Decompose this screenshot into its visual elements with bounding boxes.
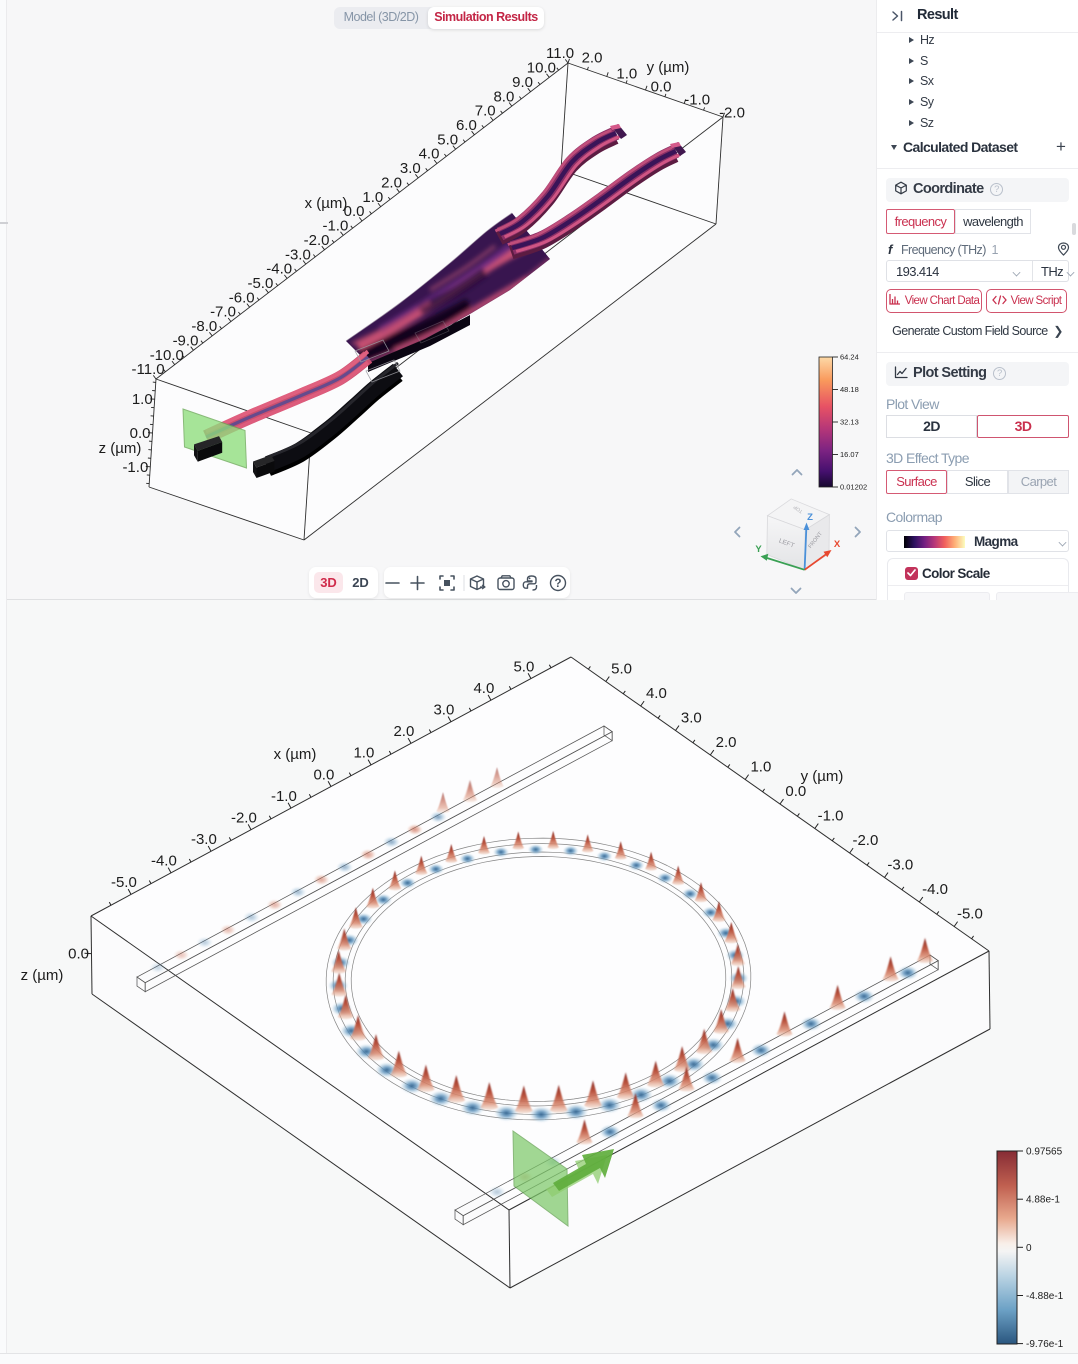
svg-text:-1.0: -1.0	[322, 218, 348, 235]
svg-text:-1.0: -1.0	[122, 459, 148, 476]
svg-text:1.0: 1.0	[362, 189, 383, 206]
svg-text:11.0: 11.0	[546, 45, 574, 62]
svg-text:-1.0: -1.0	[684, 92, 710, 109]
svg-text:0.97565: 0.97565	[1026, 1147, 1063, 1158]
svg-text:1.0: 1.0	[616, 66, 637, 83]
svg-text:0: 0	[1026, 1243, 1032, 1254]
svg-text:1.0: 1.0	[353, 745, 374, 762]
svg-text:-2.0: -2.0	[231, 810, 257, 827]
svg-text:1.0: 1.0	[750, 759, 771, 776]
svg-text:-5.0: -5.0	[957, 906, 983, 923]
svg-text:-1.0: -1.0	[271, 788, 297, 805]
svg-text:x (µm): x (µm)	[305, 195, 348, 212]
svg-text:0.0: 0.0	[785, 783, 806, 800]
svg-text:-6.0: -6.0	[229, 289, 255, 306]
svg-text:-11.0: -11.0	[132, 361, 165, 378]
svg-text:16.07: 16.07	[840, 450, 859, 459]
svg-text:4.0: 4.0	[646, 685, 667, 702]
svg-text:4.0: 4.0	[473, 680, 494, 697]
svg-text:32.13: 32.13	[840, 418, 859, 427]
svg-text:3.0: 3.0	[400, 160, 421, 177]
svg-text:z (µm): z (µm)	[21, 967, 64, 984]
svg-text:-4.88e-1: -4.88e-1	[1026, 1291, 1064, 1302]
svg-text:-2.0: -2.0	[719, 105, 745, 122]
svg-text:0.0: 0.0	[344, 203, 365, 220]
svg-text:-1.0: -1.0	[818, 808, 844, 825]
svg-text:2.0: 2.0	[582, 50, 603, 67]
svg-text:?: ?	[554, 578, 561, 590]
svg-text:-9.76e-1: -9.76e-1	[1026, 1339, 1064, 1350]
svg-text:5.0: 5.0	[437, 131, 458, 148]
svg-text:4.0: 4.0	[419, 146, 440, 163]
svg-text:-7.0: -7.0	[210, 304, 236, 321]
svg-text:TOP: TOP	[792, 503, 804, 514]
svg-text:48.18: 48.18	[840, 385, 859, 394]
svg-text:Z: Z	[807, 512, 813, 523]
svg-text:-3.0: -3.0	[191, 831, 217, 848]
svg-text:2.0: 2.0	[716, 734, 737, 751]
svg-text:0.01202: 0.01202	[840, 483, 867, 492]
svg-text:0.0: 0.0	[130, 425, 151, 442]
svg-text:5.0: 5.0	[611, 661, 632, 678]
svg-text:-9.0: -9.0	[173, 333, 199, 350]
svg-text:-10.0: -10.0	[150, 347, 184, 364]
svg-text:2.0: 2.0	[393, 723, 414, 740]
svg-text:x (µm): x (µm)	[274, 746, 317, 763]
svg-text:Y: Y	[755, 544, 762, 555]
svg-text:-2.0: -2.0	[304, 232, 330, 249]
svg-text:-3.0: -3.0	[285, 246, 311, 263]
svg-text:5.0: 5.0	[513, 658, 534, 675]
svg-text:0.0: 0.0	[313, 766, 334, 783]
svg-text:X: X	[834, 539, 841, 550]
svg-text:-3.0: -3.0	[887, 857, 913, 874]
svg-text:-2.0: -2.0	[852, 832, 878, 849]
svg-text:-8.0: -8.0	[191, 318, 217, 335]
svg-text:0.0: 0.0	[68, 946, 89, 963]
svg-text:6.0: 6.0	[456, 117, 477, 134]
svg-text:z (µm): z (µm)	[99, 440, 142, 457]
svg-text:-4.0: -4.0	[922, 881, 948, 898]
svg-text:7.0: 7.0	[475, 103, 496, 120]
svg-text:10.0: 10.0	[527, 60, 556, 77]
svg-text:-5.0: -5.0	[111, 874, 137, 891]
svg-text:y (µm): y (µm)	[801, 768, 844, 785]
svg-text:0.0: 0.0	[651, 79, 672, 96]
svg-text:y (µm): y (µm)	[647, 59, 690, 76]
svg-text:-4.0: -4.0	[151, 853, 177, 870]
svg-text:1.0: 1.0	[132, 391, 153, 408]
svg-text:-4.0: -4.0	[266, 261, 292, 278]
svg-text:2.0: 2.0	[381, 175, 402, 192]
svg-text:-5.0: -5.0	[247, 275, 273, 292]
svg-text:4.88e-1: 4.88e-1	[1026, 1195, 1060, 1206]
svg-text:64.24: 64.24	[840, 353, 859, 362]
svg-text:9.0: 9.0	[512, 74, 533, 91]
svg-text:3.0: 3.0	[433, 702, 454, 719]
svg-text:3.0: 3.0	[681, 710, 702, 727]
svg-text:8.0: 8.0	[493, 88, 514, 105]
